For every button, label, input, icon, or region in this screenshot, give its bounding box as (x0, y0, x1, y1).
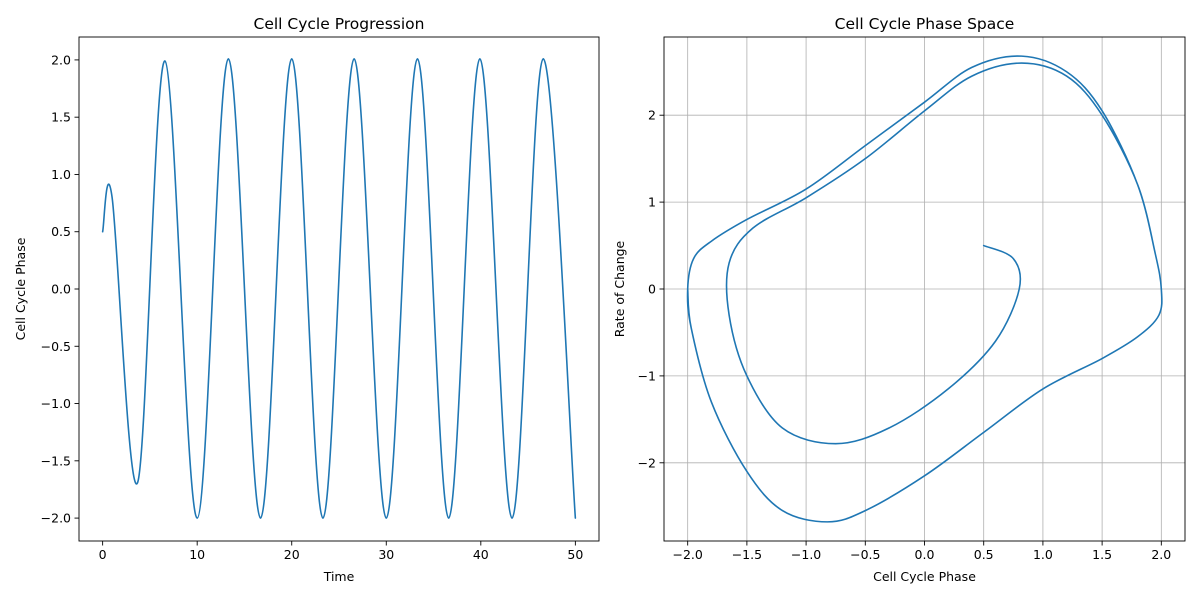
phase-space-series-line (686, 55, 1163, 523)
phase-space-x-tick-label: −1.0 (791, 547, 821, 562)
phase-space-x-tick-label: −2.0 (673, 547, 703, 562)
progression-y-tick-label: 0.0 (51, 282, 71, 297)
progression-x-tick-label: 0 (99, 547, 107, 562)
phase-space-y-tick-label: −2 (638, 455, 656, 470)
phase-space-x-tick-label: 1.5 (1092, 547, 1112, 562)
phase-space-x-tick-label: −0.5 (850, 547, 880, 562)
phase-space-x-tick-label: 1.0 (1033, 547, 1053, 562)
progression-y-tick-label: −0.5 (41, 339, 71, 354)
progression-y-tick-label: −1.5 (41, 453, 71, 468)
progression-x-tick-label: 30 (378, 547, 394, 562)
progression-chart: 0 10 20 30 40 50 −2.0 −1.5 −1.0 −0.5 0.0 0.5 1.0 1.5 2… (13, 15, 600, 584)
progression-x-tick-label: 10 (189, 547, 205, 562)
progression-x-tick-label: 50 (567, 547, 583, 562)
progression-y-tick-label: 0.5 (51, 224, 71, 239)
phase-space-x-tick-label: −1.5 (732, 547, 762, 562)
phase-space-x-axis-label: Cell Cycle Phase (873, 569, 976, 584)
phase-space-x-tick-label: 0.5 (974, 547, 994, 562)
progression-y-tick-label: −1.0 (41, 396, 71, 411)
progression-y-axis-label: Cell Cycle Phase (13, 237, 28, 340)
phase-space-x-tick-label: 2.0 (1151, 547, 1171, 562)
progression-y-tick-label: −2.0 (41, 511, 71, 526)
phase-space-y-tick-label: −1 (638, 368, 656, 383)
progression-y-tick-label: 2.0 (51, 52, 71, 67)
progression-x-tick-label: 40 (473, 547, 489, 562)
progression-title: Cell Cycle Progression (254, 15, 425, 33)
progression-y-tick-label: 1.0 (51, 167, 71, 182)
progression-x-tick-label: 20 (284, 547, 300, 562)
phase-space-y-tick-label: 2 (648, 108, 656, 123)
phase-space-y-tick-label: 0 (648, 282, 656, 297)
phase-space-chart: −2.0 −1.5 −1.0 −0.5 0.0 0.5 1.0 1.5 2.0 −2 −1 0 1 2 Ce… (612, 15, 1186, 584)
progression-x-axis-label: Time (323, 569, 355, 584)
phase-space-x-tick-label: 0.0 (915, 547, 935, 562)
progression-series-line (101, 57, 577, 519)
phase-space-y-tick-label: 1 (648, 195, 656, 210)
phase-space-title: Cell Cycle Phase Space (835, 15, 1015, 33)
progression-y-tick-label: 1.5 (51, 110, 71, 125)
phase-space-y-axis-label: Rate of Change (612, 240, 627, 337)
